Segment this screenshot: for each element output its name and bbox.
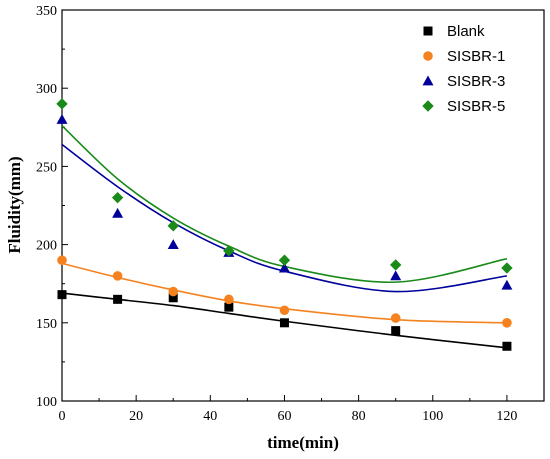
y-tick-label: 200 [36,239,57,254]
fit-line-sisbr-3 [61,143,508,293]
data-point-sisbr-5 [167,220,179,232]
data-point-sisbr-5 [389,259,402,271]
data-point-sisbr-1 [279,305,290,316]
y-tick-label: 350 [36,4,57,19]
data-point-sisbr-3 [278,262,290,273]
data-point-blank [113,294,123,304]
x-axis-title: time(min) [267,433,339,452]
data-point-sisbr-1 [168,286,179,297]
data-point-sisbr-5 [223,245,235,257]
data-point-sisbr-3 [56,113,68,124]
fit-line-sisbr-5 [61,125,508,284]
data-point-sisbr-3 [390,270,402,281]
legend-marker-sisbr-3 [422,75,434,86]
data-point-sisbr-3 [501,279,513,290]
legend-label-blank: Blank [447,23,485,40]
data-point-sisbr-1 [112,271,123,281]
data-point-sisbr-1 [57,255,67,266]
data-point-sisbr-1 [390,313,401,323]
x-tick-label: 0 [59,409,66,424]
data-point-sisbr-5 [501,262,513,274]
data-markers [56,98,513,351]
y-tick-label: 300 [36,82,57,97]
data-point-sisbr-5 [111,191,124,204]
plot-area-frame [61,9,545,402]
y-tick-labels: 100 150 200 250 300 350 [36,4,57,410]
legend-marker-blank [423,26,433,36]
x-tick-label: 80 [352,409,366,424]
x-tick-label: 100 [422,409,443,424]
x-tick-label: 60 [277,409,291,424]
data-point-blank [57,290,67,300]
data-point-blank [168,293,178,303]
data-point-blank [224,302,234,312]
data-point-sisbr-5 [56,98,68,110]
legend-label-sisbr-5: SISBR-5 [447,98,505,115]
y-tick-label: 250 [36,160,57,175]
y-axis-title: Fluidity(mm) [5,156,24,253]
x-tick-label: 20 [129,409,143,424]
x-tick-labels: 0 20 40 60 80 100 120 [59,409,518,424]
legend-label-sisbr-3: SISBR-3 [447,73,505,90]
data-point-sisbr-1 [502,318,512,328]
legend: Blank SISBR-1 SISBR-3 SISBR-5 [422,23,505,115]
legend-marker-sisbr-1 [423,51,433,61]
data-point-sisbr-3 [112,207,124,218]
x-tick-label: 40 [203,409,217,424]
y-tick-label: 150 [36,317,57,332]
data-point-blank [391,326,401,336]
data-point-blank [502,341,512,351]
data-point-sisbr-3 [167,239,179,249]
axis-ticks [61,9,508,402]
data-point-sisbr-1 [224,294,234,305]
y-tick-label: 100 [36,395,57,410]
x-tick-label: 120 [496,409,517,424]
legend-label-sisbr-1: SISBR-1 [447,48,505,65]
legend-marker-sisbr-5 [422,100,434,112]
data-point-blank [279,318,289,328]
data-point-sisbr-5 [278,254,291,266]
